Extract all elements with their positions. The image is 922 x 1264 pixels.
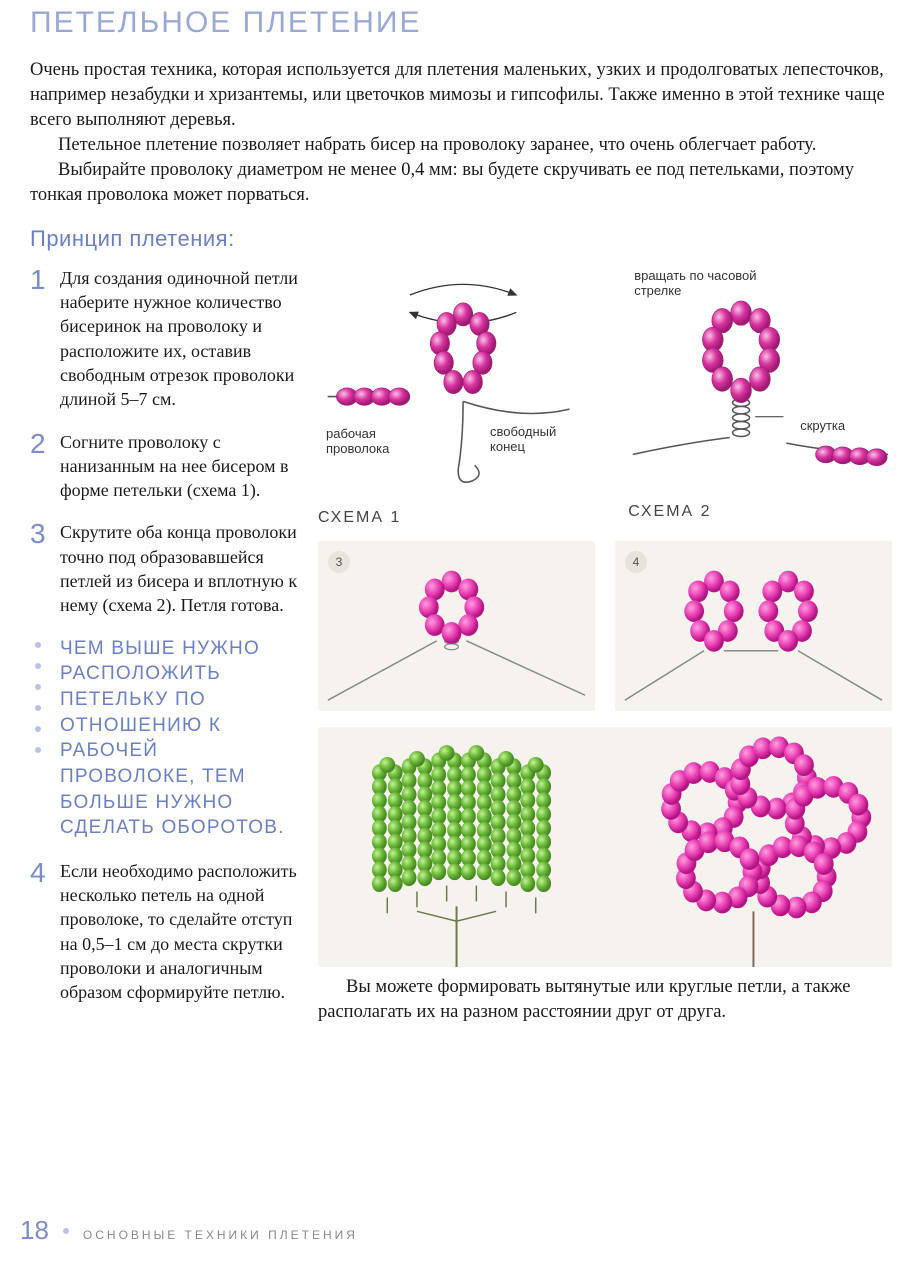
steps-column: 1 Для создания одиночной петли наберите …	[30, 266, 298, 1025]
step-number: 4	[30, 859, 46, 1005]
photo-badge: 4	[625, 551, 647, 573]
page-number: 18	[20, 1215, 49, 1246]
step-text: Если необходимо расположить несколько пе…	[60, 859, 298, 1005]
label-twist: скрутка	[800, 418, 845, 433]
step-text: Для создания одиночной петли наберите ну…	[60, 266, 298, 412]
footer-section: ОСНОВНЫЕ ТЕХНИКИ ПЛЕТЕНИЯ	[83, 1228, 358, 1242]
step-number: 2	[30, 430, 46, 503]
diagram-1-caption: СХЕМА 1	[318, 509, 608, 527]
diagram-1-svg	[318, 266, 608, 498]
tip-block: Чем выше нужно расположить петельку по о…	[30, 636, 298, 841]
page-title: ПЕТЕЛЬНОЕ ПЛЕТЕНИЕ	[30, 0, 892, 40]
photo-step-4: 4	[615, 541, 892, 711]
tip-bullets-icon	[30, 636, 46, 841]
step-2: 2 Согните проволоку с нанизанным на нее …	[30, 430, 298, 503]
label-working-wire: рабочая проволока	[326, 426, 406, 457]
step-number: 1	[30, 266, 46, 412]
intro-p2: Петельное плетение позволяет набрать бис…	[30, 133, 892, 158]
step-1: 1 Для создания одиночной петли наберите …	[30, 266, 298, 412]
page-footer: 18 ОСНОВНЫЕ ТЕХНИКИ ПЛЕТЕНИЯ	[20, 1215, 358, 1246]
step-text: Скрутите оба конца проволоки точно под о…	[60, 520, 298, 617]
step-number: 3	[30, 520, 46, 617]
section-subtitle: Принцип плетения:	[30, 226, 892, 252]
photo-result-illustration	[318, 727, 892, 967]
photo-3-illustration	[318, 541, 595, 711]
step-text: Согните проволоку с нанизанным на нее би…	[60, 430, 298, 503]
photo-badge: 3	[328, 551, 350, 573]
tip-text: Чем выше нужно расположить петельку по о…	[60, 636, 298, 841]
diagram-1: рабочая проволока свободный конец СХЕМА …	[318, 266, 608, 527]
intro-text: Очень простая техника, которая используе…	[30, 58, 892, 208]
photo-step-3: 3	[318, 541, 595, 711]
label-rotate: вращать по часовой стрелке	[634, 268, 794, 299]
intro-p3: Выбирайте проволоку диаметром не менее 0…	[30, 158, 892, 208]
diagram-2-caption: СХЕМА 2	[628, 503, 892, 521]
footer-dot-icon	[63, 1228, 69, 1234]
photo-result	[318, 727, 892, 967]
photo-4-illustration	[615, 541, 892, 711]
step-4: 4 Если необходимо расположить несколько …	[30, 859, 298, 1005]
label-free-end: свободный конец	[490, 424, 580, 455]
diagram-2: вращать по часовой стрелке	[628, 266, 892, 527]
illustration-column: рабочая проволока свободный конец СХЕМА …	[318, 266, 892, 1025]
diagram-2-svg	[628, 266, 892, 492]
bottom-note: Вы можете формировать вытянутые или круг…	[318, 975, 892, 1025]
intro-p1: Очень простая техника, которая используе…	[30, 58, 892, 133]
step-3: 3 Скрутите оба конца проволоки точно под…	[30, 520, 298, 617]
